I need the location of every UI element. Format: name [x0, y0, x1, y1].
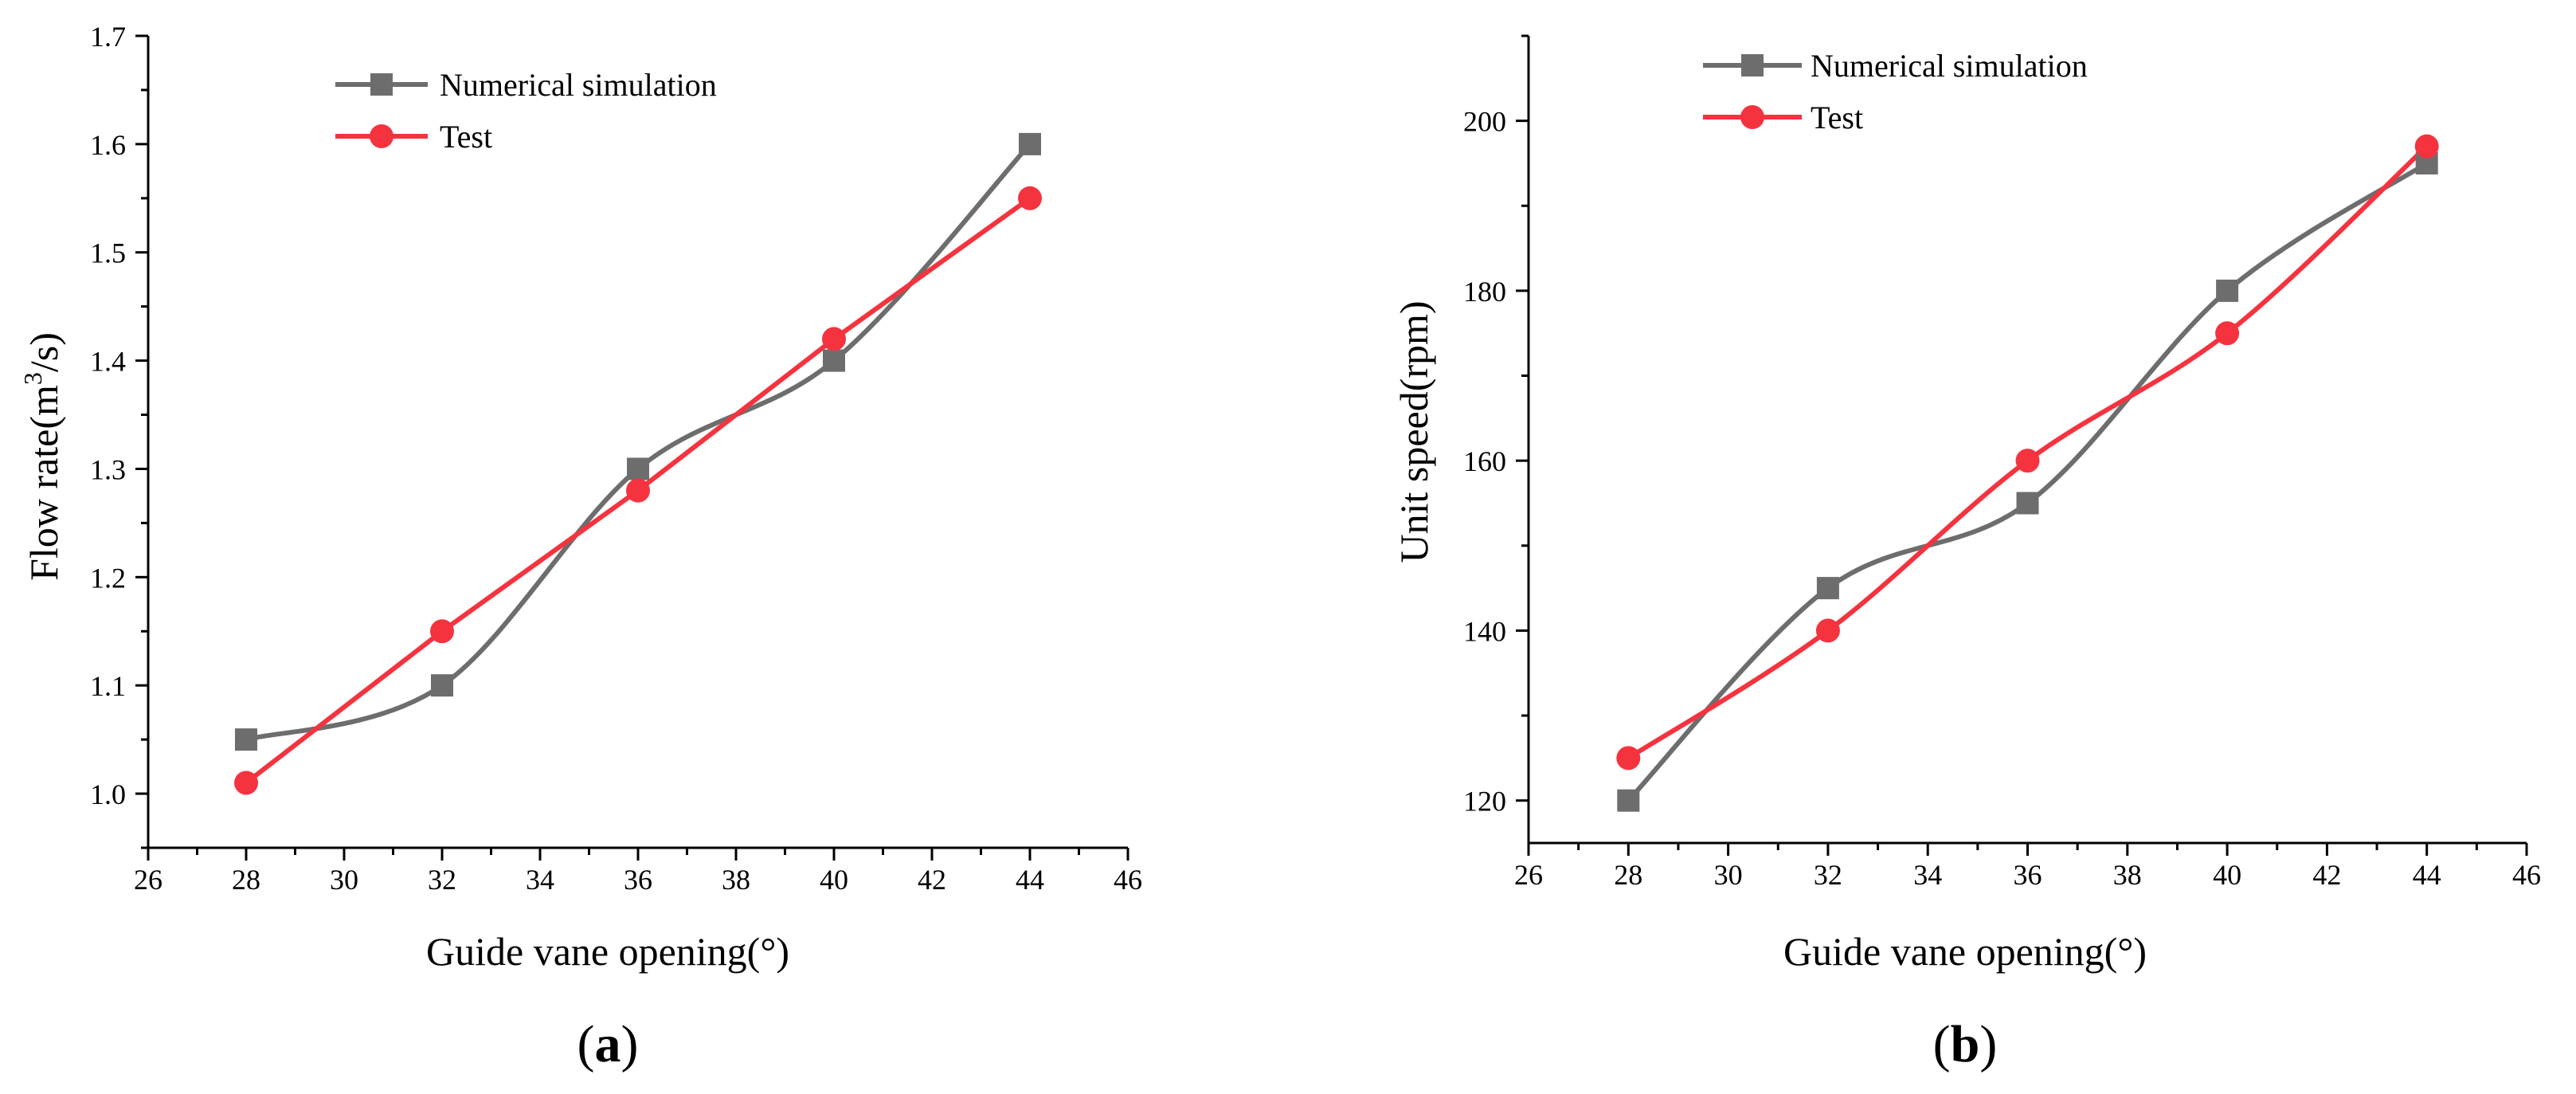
data-point-numerical-simulation: [2016, 492, 2039, 515]
data-point-numerical-simulation: [1617, 789, 1640, 812]
y-tick-label: 140: [1463, 615, 1506, 647]
x-tick-label: 46: [1114, 864, 1142, 896]
y-axis-title: Unit speed(rpm): [1392, 300, 1436, 563]
legend-label-test: Test: [1811, 100, 1863, 135]
y-tick-label: 160: [1463, 445, 1506, 477]
series-line-numerical-simulation: [1626, 160, 2429, 803]
data-point-numerical-simulation: [627, 457, 649, 480]
data-point-test: [626, 478, 650, 503]
legend-label-numerical-simulation: Numerical simulation: [440, 67, 717, 103]
y-axis-title: Flow rate(m3/s): [18, 332, 66, 581]
x-tick-label: 42: [2312, 859, 2341, 891]
legend-marker-test: [370, 124, 393, 148]
x-tick-label: 44: [2413, 859, 2441, 891]
data-point-numerical-simulation: [2216, 279, 2239, 302]
legend-label-numerical-simulation: Numerical simulation: [1811, 48, 2088, 84]
x-axis-title: Guide vane opening(°): [426, 929, 789, 974]
chart-b: 26 28 30 32 34 36 38 40 42 44 46 120 140 160 180 200 Nu…: [1392, 34, 2541, 974]
chart-a: 26 28 30 32 34 36 38 40 42 44 46 1.0 1.1 1.2 1.3 1.4 1.5…: [18, 21, 1142, 974]
data-point-numerical-simulation: [823, 349, 845, 372]
y-tick-label: 1.7: [90, 21, 126, 53]
y-tick-label: 120: [1463, 786, 1506, 818]
x-tick-label: 26: [134, 864, 162, 896]
chart-panel-b: 26 28 30 32 34 36 38 40 42 44 46 120 140 160 180 200 Nu…: [1288, 0, 2576, 1094]
x-tick-label: 38: [722, 864, 750, 896]
data-point-numerical-simulation: [1019, 132, 1041, 155]
x-tick-label: 42: [918, 864, 946, 896]
y-tick-label: 1.1: [90, 670, 126, 702]
x-tick-label: 30: [330, 864, 358, 896]
legend-marker-test: [1740, 105, 1764, 129]
y-tick-label: 1.3: [90, 453, 126, 485]
data-point-test: [2414, 134, 2439, 159]
y-tick-label: 200: [1463, 106, 1506, 138]
x-tick-label: 32: [1814, 859, 1842, 891]
x-tick-label: 28: [232, 864, 260, 896]
legend-label-test: Test: [440, 119, 492, 155]
data-point-test: [1616, 746, 1641, 771]
y-axis-title-suffix: /s): [22, 332, 66, 372]
chart-panel-a: 26 28 30 32 34 36 38 40 42 44 46 1.0 1.1 1.2 1.3 1.4 1.5…: [18, 21, 1142, 1073]
series-line-numerical-simulation: [244, 141, 1032, 743]
data-point-numerical-simulation: [235, 728, 257, 751]
x-tick-label: 34: [526, 864, 554, 896]
x-tick-label: 44: [1016, 864, 1044, 896]
y-tick-label: 1.6: [90, 129, 126, 161]
data-point-test: [430, 619, 454, 644]
legend-marker-numerical-simulation: [1741, 54, 1764, 76]
data-point-test: [2215, 321, 2240, 346]
y-tick-label: 1.0: [90, 778, 126, 810]
y-tick-label: 180: [1463, 276, 1506, 308]
panel-label-b: (b): [1932, 1015, 1998, 1073]
x-tick-label: 28: [1614, 859, 1642, 891]
x-tick-label: 46: [2512, 859, 2541, 891]
x-tick-label: 32: [428, 864, 456, 896]
y-tick-label: 1.5: [90, 237, 126, 269]
x-tick-label: 40: [2213, 859, 2241, 891]
x-tick-label: 36: [624, 864, 652, 896]
y-axis-title-superscript: 3: [18, 372, 47, 385]
x-axis-title: Guide vane opening(°): [1783, 929, 2147, 974]
data-point-test: [2015, 449, 2040, 473]
data-point-numerical-simulation: [431, 674, 453, 697]
x-tick-label: 26: [1514, 859, 1543, 891]
data-point-test: [822, 327, 846, 351]
data-point-test: [234, 771, 258, 795]
x-tick-label: 30: [1714, 859, 1743, 891]
y-axis-title-prefix: Flow rate(m: [22, 385, 66, 581]
x-tick-label: 34: [1913, 859, 1942, 891]
panel-label-a: (a): [577, 1015, 639, 1073]
y-tick-label: 1.4: [90, 346, 126, 378]
data-point-numerical-simulation: [1816, 577, 1839, 600]
data-point-test: [1018, 186, 1042, 210]
x-tick-label: 38: [2113, 859, 2142, 891]
legend-marker-numerical-simulation: [370, 73, 393, 96]
x-tick-label: 36: [2014, 859, 2042, 891]
y-tick-label: 1.2: [90, 562, 126, 594]
data-point-test: [1815, 618, 1840, 643]
x-tick-label: 40: [820, 864, 848, 896]
